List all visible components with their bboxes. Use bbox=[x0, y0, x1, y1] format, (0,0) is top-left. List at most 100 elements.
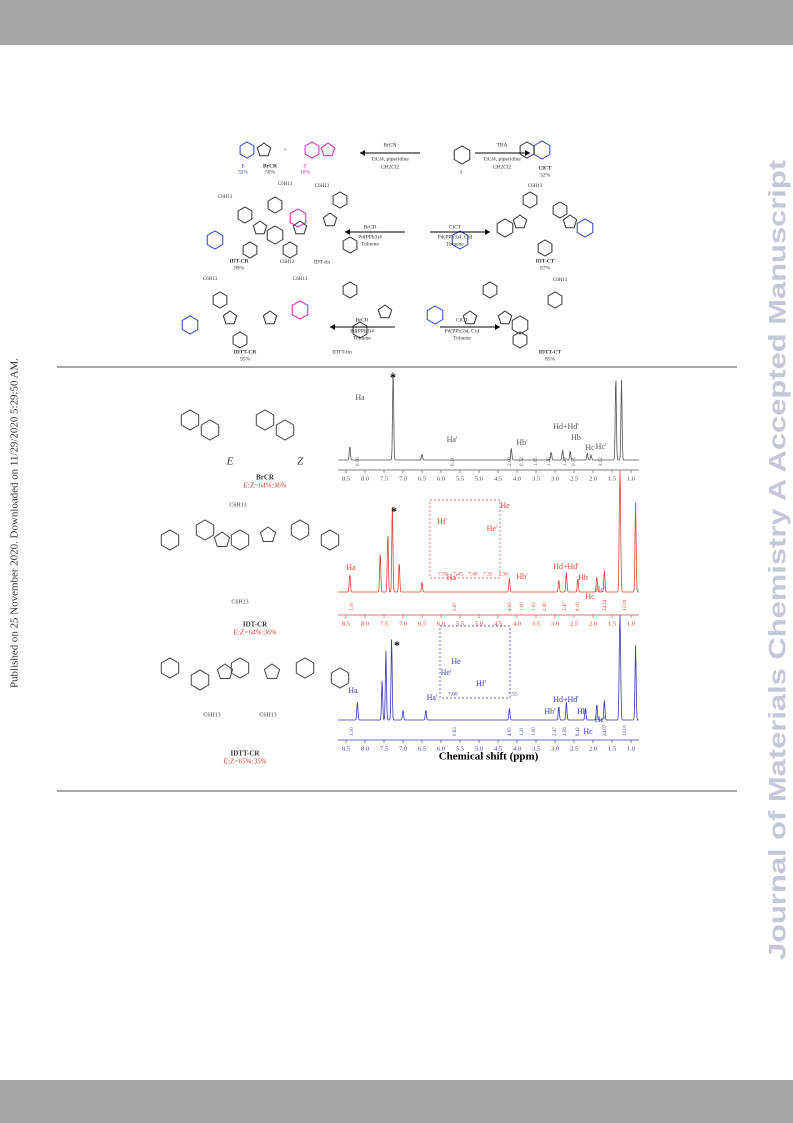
scheme-label: TBA bbox=[497, 142, 508, 148]
scheme-label: TiCl4, piperidine bbox=[483, 156, 521, 162]
ring bbox=[342, 281, 358, 299]
peak-label: Hc bbox=[585, 592, 595, 601]
axis-tick-label: 6.5 bbox=[418, 475, 426, 482]
scheme-label: IDTT-CT bbox=[539, 349, 562, 355]
axis-tick-label: 8.5 bbox=[342, 475, 350, 482]
ring bbox=[576, 218, 594, 238]
scheme-label: E bbox=[241, 163, 245, 169]
ring bbox=[451, 230, 469, 250]
ring bbox=[230, 529, 250, 551]
ring bbox=[547, 291, 563, 309]
integral-label: 3.02 bbox=[599, 457, 604, 466]
inset-tick-label: 7.50 bbox=[438, 571, 448, 577]
spectrum bbox=[338, 372, 639, 461]
integral-label: 24.24 bbox=[603, 599, 608, 611]
axis-tick-label: 8.5 bbox=[342, 745, 350, 752]
integral-label: 1.10 bbox=[350, 727, 355, 736]
integral-label: 1.26 bbox=[547, 457, 552, 466]
axis-tick-label: 6.5 bbox=[418, 620, 426, 627]
axis-tick-label: 3.5 bbox=[532, 475, 540, 482]
structure-label: Z bbox=[297, 456, 304, 468]
axis-tick-label: 3.0 bbox=[551, 475, 559, 482]
peak-label: * bbox=[394, 638, 400, 652]
scheme-label: 32% bbox=[238, 169, 249, 175]
ring bbox=[232, 331, 248, 349]
ring bbox=[562, 214, 578, 229]
ring bbox=[522, 191, 538, 209]
ring bbox=[322, 212, 338, 227]
axis-tick-label: 7.0 bbox=[399, 745, 407, 752]
scheme-label: BrCN bbox=[383, 142, 396, 148]
structure-label: E:Z=64%:36% bbox=[232, 629, 276, 637]
axis-tick-label: 2.5 bbox=[570, 745, 578, 752]
axis-tick-label: 3.0 bbox=[551, 620, 559, 627]
inset-box bbox=[439, 625, 511, 699]
scheme-label: BrCR bbox=[263, 163, 278, 169]
scheme-label: Z bbox=[303, 163, 307, 169]
scheme-label: TiCl4, piperidine bbox=[371, 156, 409, 162]
ring bbox=[160, 529, 180, 551]
peak-label: Ha bbox=[355, 393, 365, 402]
axis-tick-label: 8.5 bbox=[342, 620, 350, 627]
scheme-label: Toluene bbox=[353, 335, 371, 341]
peak-label: He' bbox=[441, 668, 452, 677]
peak-label: Hc' bbox=[595, 715, 606, 724]
integral-label: 0.63 bbox=[453, 727, 458, 736]
ring bbox=[275, 419, 295, 441]
scheme-label: CH2Cl2 bbox=[381, 164, 400, 170]
peak-label: * bbox=[391, 504, 397, 518]
axis-tick-label: 4.0 bbox=[513, 620, 521, 627]
peak-label: Hc' bbox=[595, 585, 606, 594]
axis-tick-label: 6.0 bbox=[437, 745, 445, 752]
integral-label: 0.72 bbox=[520, 457, 525, 466]
structure-label: C6H13 bbox=[203, 712, 220, 718]
integral-label: 2.47 bbox=[563, 602, 568, 611]
ring bbox=[512, 331, 528, 349]
axis-tick-label: 5.0 bbox=[475, 745, 483, 752]
integral-label: 1.10 bbox=[350, 602, 355, 611]
integral-label: 4.00 bbox=[508, 602, 513, 611]
scheme-label: ClCT bbox=[456, 317, 469, 323]
integral-label: 0.67 bbox=[453, 602, 458, 611]
scheme-label: C6H13 bbox=[280, 260, 295, 265]
integral-label: 8.10 bbox=[576, 602, 581, 611]
ring bbox=[255, 409, 275, 431]
ring bbox=[262, 310, 278, 325]
structures bbox=[160, 140, 594, 691]
ring bbox=[181, 315, 199, 335]
arrow-head bbox=[525, 150, 530, 156]
peak-label: Ha' bbox=[427, 693, 438, 702]
peak-label: Ha bbox=[346, 563, 356, 572]
integral-label: 1.02 bbox=[532, 602, 537, 611]
scheme-label: Toluene bbox=[453, 335, 471, 341]
scheme-label: Pd(PPh3)4, CuI bbox=[438, 233, 473, 240]
axis-tick-label: 4.0 bbox=[513, 475, 521, 482]
peak-label: Hd+Hd' bbox=[553, 422, 579, 431]
axis-tick-label: 4.0 bbox=[513, 745, 521, 752]
axis-tick-label: 1.5 bbox=[608, 745, 616, 752]
integral-label: 0.31 bbox=[451, 457, 456, 466]
ring bbox=[320, 529, 340, 551]
scheme-label: 18% bbox=[300, 169, 311, 175]
peak-label: Hb bbox=[571, 433, 581, 442]
axis-tick-label: 7.5 bbox=[380, 745, 388, 752]
ring bbox=[330, 667, 350, 689]
arrow-head bbox=[360, 150, 365, 156]
ring bbox=[496, 218, 514, 238]
peak-label: Hd+Hd' bbox=[553, 695, 579, 704]
arrow-head bbox=[495, 324, 500, 330]
integral-label: 2.00 bbox=[543, 602, 548, 611]
integral-label: 1.00 bbox=[532, 727, 537, 736]
scheme-label: BrCR bbox=[364, 224, 377, 230]
axis-tick-label: 1.5 bbox=[608, 475, 616, 482]
peak-label: He bbox=[500, 501, 510, 510]
integral-label: 12.09 bbox=[623, 599, 628, 611]
scheme-label: Pd(PPh3)4 bbox=[350, 327, 374, 334]
integral-label: 12.01 bbox=[623, 724, 628, 736]
scheme-label: 32% bbox=[540, 172, 551, 178]
structure-label: C6H13 bbox=[231, 599, 248, 605]
ring bbox=[160, 657, 180, 679]
ring bbox=[259, 526, 277, 542]
axis-title: Chemical shift (ppm) bbox=[439, 751, 539, 763]
